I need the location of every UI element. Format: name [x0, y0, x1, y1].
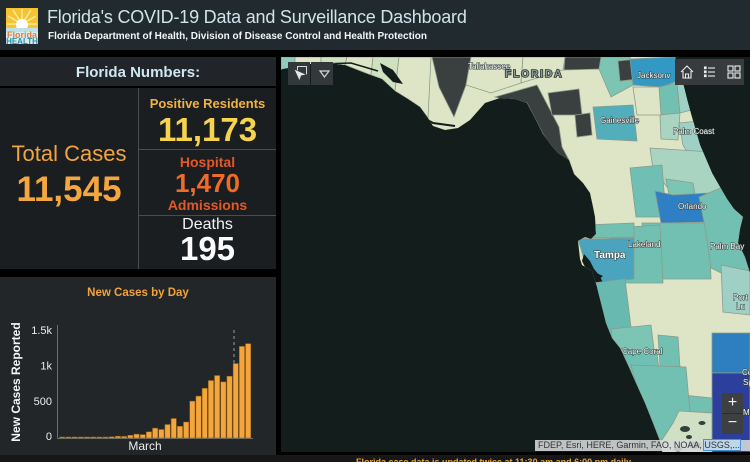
- svg-text:Lu: Lu: [736, 302, 745, 311]
- svg-text:Florida: Florida: [7, 30, 38, 40]
- svg-text:New Cases Reported: New Cases Reported: [9, 322, 23, 441]
- svg-text:Co: Co: [742, 368, 750, 377]
- svg-text:Tallahassee: Tallahassee: [468, 62, 511, 71]
- svg-text:HEALTH: HEALTH: [6, 37, 38, 44]
- svg-text:Palm Bay: Palm Bay: [710, 242, 744, 251]
- svg-text:Jacksonv: Jacksonv: [637, 71, 670, 80]
- svg-text:1.5k: 1.5k: [31, 325, 52, 337]
- svg-text:Gainesville: Gainesville: [600, 116, 640, 125]
- svg-text:March: March: [128, 439, 161, 453]
- svg-text:Sp: Sp: [743, 378, 750, 387]
- svg-text:Palm Coast: Palm Coast: [673, 127, 715, 136]
- svg-text:Cape Coral: Cape Coral: [622, 347, 663, 356]
- svg-text:Mi: Mi: [743, 408, 750, 417]
- svg-text:Orlando: Orlando: [678, 202, 707, 211]
- svg-text:Lakeland: Lakeland: [628, 240, 660, 249]
- svg-text:Port: Port: [733, 293, 748, 302]
- svg-text:500: 500: [34, 396, 52, 408]
- svg-text:FLORIDA: FLORIDA: [505, 69, 563, 80]
- svg-text:1k: 1k: [40, 361, 52, 373]
- svg-text:0: 0: [46, 431, 52, 443]
- svg-text:Tampa: Tampa: [594, 250, 626, 261]
